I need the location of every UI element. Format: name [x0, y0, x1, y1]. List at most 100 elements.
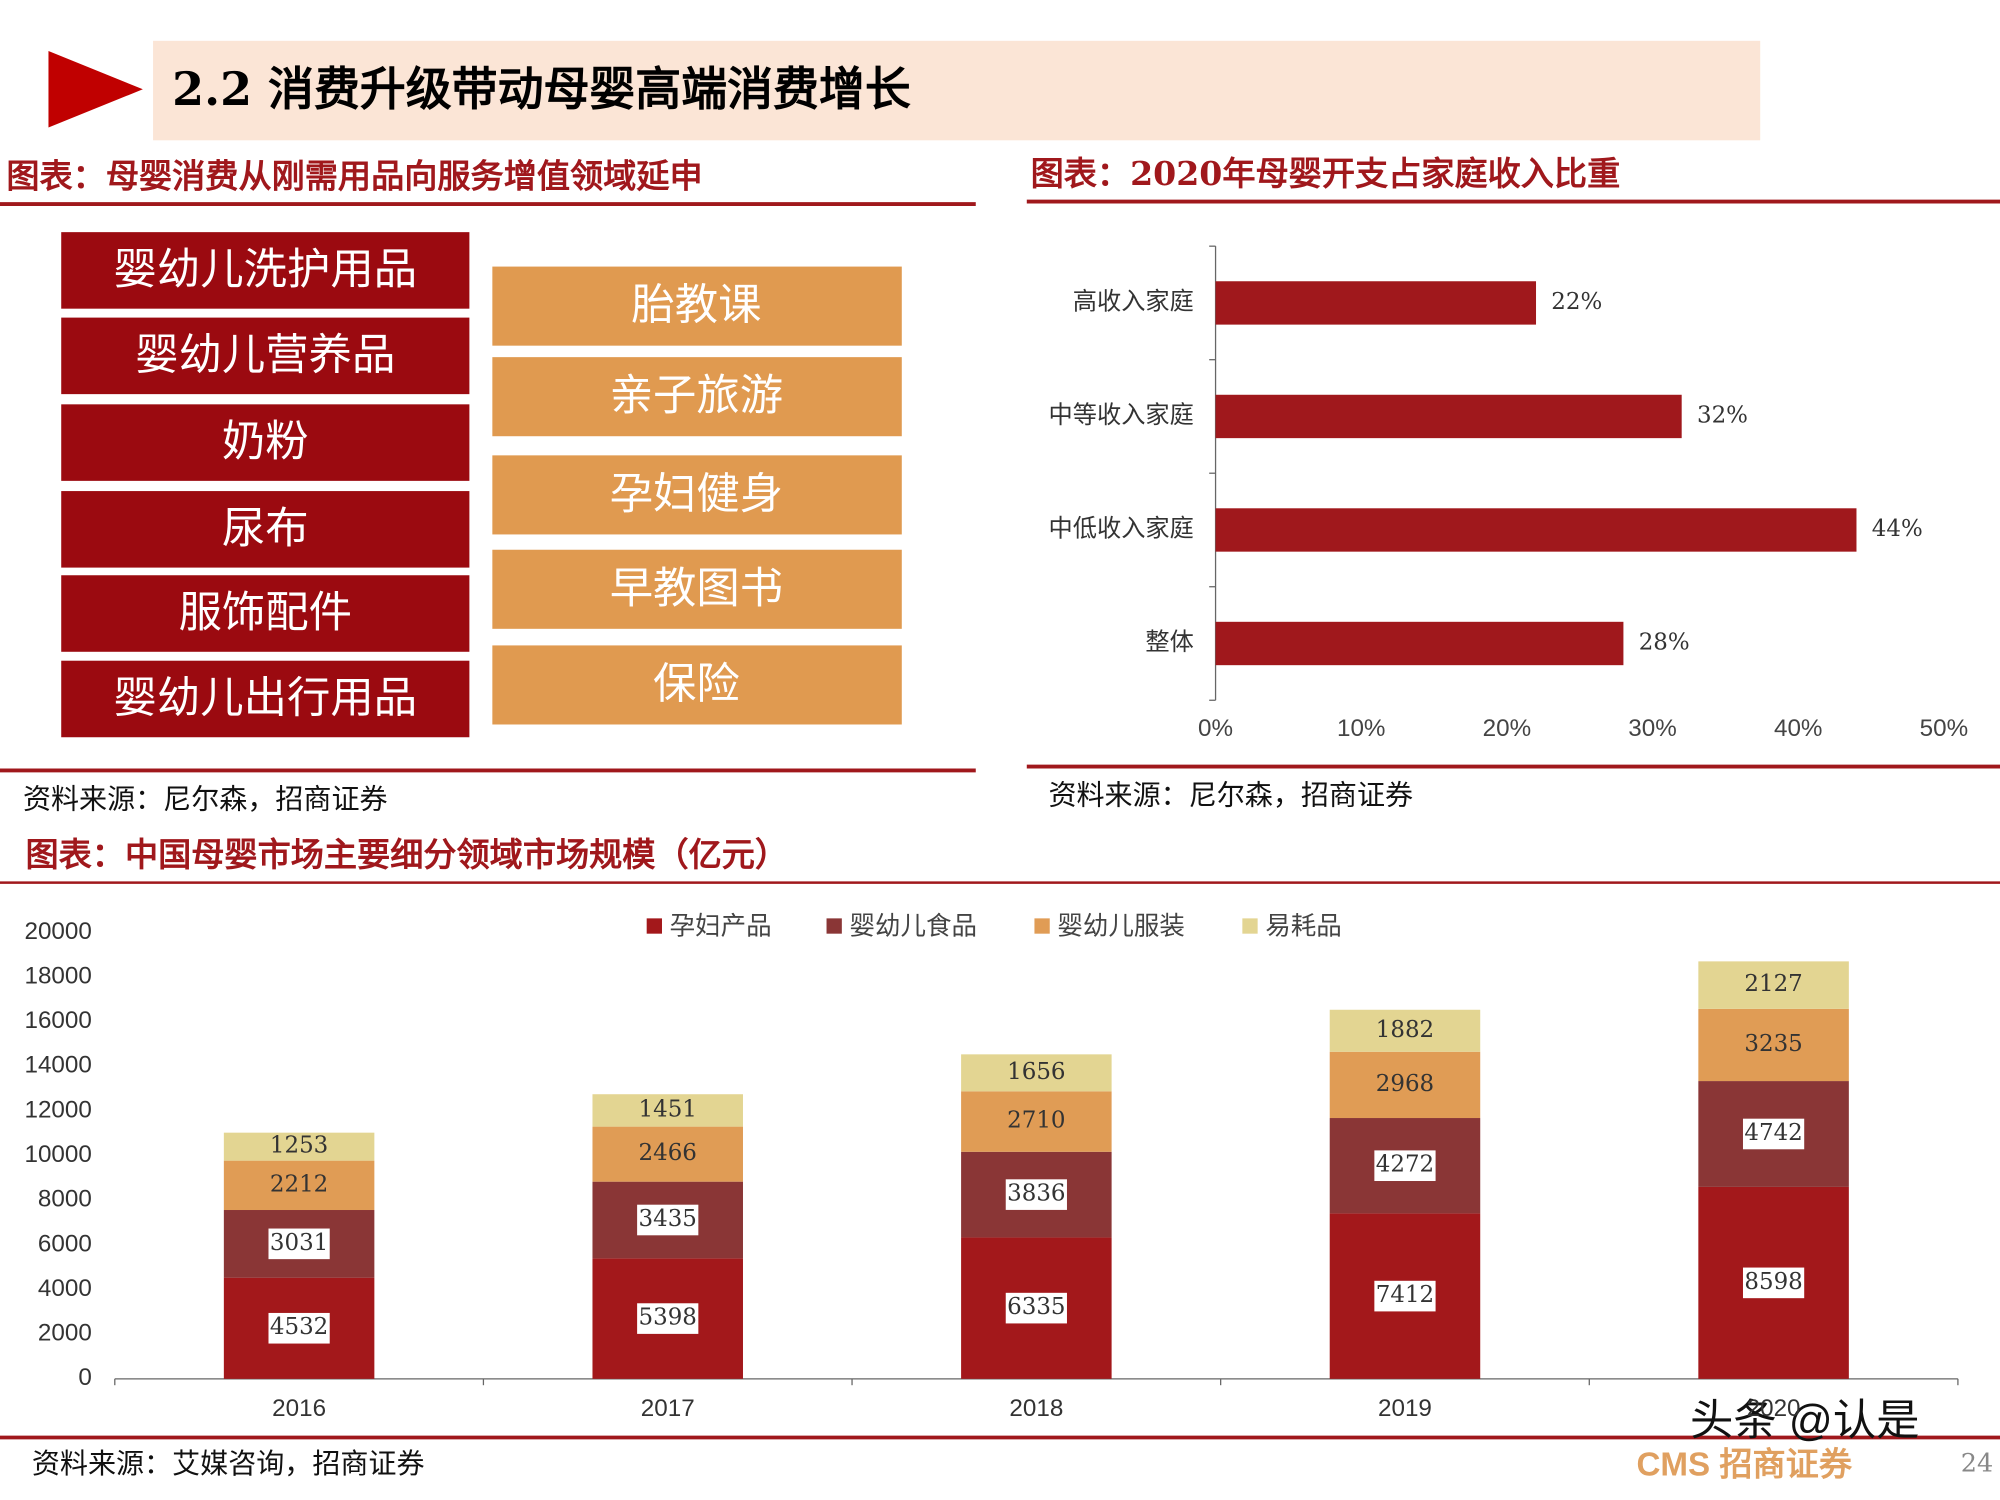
value-label: 2127: [1744, 971, 1802, 997]
value-label: 4532: [270, 1314, 328, 1340]
bar: [1215, 508, 1857, 552]
value-label: 1882: [1376, 1017, 1434, 1043]
bar-segment: [592, 1094, 743, 1127]
service-box: [492, 455, 902, 535]
value-label: 44%: [1872, 516, 1923, 542]
figure-title: 图表：母婴消费从刚需用品向服务增值领域延申: [6, 157, 702, 196]
value-label: 1451: [639, 1096, 697, 1122]
service-box: [492, 645, 902, 725]
source: 资料来源：尼尔森，招商证券: [23, 783, 388, 816]
title-band: [153, 40, 1761, 141]
legend-swatch: [1034, 918, 1050, 934]
label-box: [268, 1228, 330, 1260]
category-label: 高收入家庭: [1073, 288, 1194, 315]
watermark: 头条 @认是: [1690, 1397, 1920, 1445]
figure-title: 图表：2020年母婴开支占家庭收入比重: [1031, 154, 1621, 193]
y-tick-label: 12000: [24, 1096, 91, 1123]
value-label: 3031: [270, 1230, 328, 1256]
service-box: [492, 549, 902, 629]
slide-title: 2.2 消费升级带动母婴高端消费增长: [172, 62, 911, 116]
value-label: 6335: [1007, 1294, 1065, 1320]
bar: [1215, 281, 1537, 325]
x-tick-label: 2017: [641, 1395, 695, 1422]
category-label: 中等收入家庭: [1049, 402, 1194, 429]
label-box: [637, 1303, 699, 1334]
x-tick-label: 2019: [1378, 1395, 1432, 1422]
y-tick-label: 4000: [38, 1275, 92, 1302]
item-label: 尿布: [222, 504, 309, 554]
bar-segment: [1329, 1009, 1481, 1052]
service-label: 早教图书: [610, 564, 783, 614]
page-number: 24: [1961, 1448, 1993, 1478]
value-label: 3235: [1744, 1031, 1802, 1057]
x-tick-label: 2016: [272, 1395, 326, 1422]
service-label: 孕妇健身: [610, 469, 783, 519]
x-tick-label: 30%: [1628, 715, 1676, 742]
service-box: [492, 266, 902, 346]
bar-segment: [1698, 1008, 1849, 1082]
bar-segment: [961, 1091, 1112, 1152]
legend-swatch: [646, 918, 662, 934]
source: 资料来源：艾媒咨询，招商证券: [32, 1447, 425, 1480]
label-box: [1742, 1267, 1805, 1299]
label-box: [268, 1312, 330, 1344]
x-tick-label: 50%: [1920, 715, 1968, 742]
label-box: [1374, 1280, 1436, 1312]
value-label: 22%: [1551, 289, 1602, 315]
label-box: [1742, 1118, 1805, 1150]
x-tick-label: 20%: [1483, 715, 1531, 742]
item-label: 奶粉: [222, 417, 309, 467]
x-tick-label: 0%: [1198, 715, 1233, 742]
value-label: 3435: [639, 1206, 697, 1232]
item-box: [58, 488, 472, 571]
value-label: 1656: [1007, 1059, 1065, 1085]
title-arrow: [48, 51, 143, 128]
item-label: 婴幼儿营养品: [135, 330, 395, 380]
value-label: 2710: [1007, 1108, 1065, 1134]
value-label: 8598: [1744, 1269, 1802, 1295]
y-tick-label: 10000: [24, 1141, 91, 1168]
x-tick-label: 2020: [1747, 1395, 1801, 1422]
legend-label: 易耗品: [1265, 911, 1342, 941]
label-box: [637, 1204, 699, 1236]
value-label: 2968: [1376, 1071, 1434, 1097]
item-box: [58, 572, 472, 655]
service-label: 保险: [653, 659, 740, 709]
bar-segment: [961, 1054, 1112, 1092]
service-label: 亲子旅游: [610, 371, 783, 421]
label-box: [1374, 1150, 1436, 1182]
item-box: [58, 315, 472, 397]
legend-label: 婴幼儿食品: [849, 911, 977, 941]
bar: [1215, 394, 1682, 439]
value-label: 7412: [1376, 1282, 1434, 1308]
y-tick-label: 8000: [38, 1186, 92, 1213]
category-label: 中低收入家庭: [1049, 515, 1194, 542]
legend-swatch: [826, 918, 842, 934]
bar-segment: [1698, 961, 1849, 1009]
y-tick-label: 18000: [24, 962, 91, 989]
service-box: [492, 357, 902, 437]
y-tick-label: 14000: [24, 1052, 91, 1079]
value-label: 2212: [270, 1171, 328, 1197]
y-tick-label: 2000: [38, 1320, 92, 1347]
logo: CMS 招商证券: [1636, 1447, 1852, 1484]
item-box: [58, 229, 472, 312]
y-tick-label: 16000: [24, 1007, 91, 1034]
item-label: 婴幼儿洗护用品: [114, 245, 418, 295]
label-box: [1005, 1292, 1067, 1324]
value-label: 4272: [1376, 1152, 1434, 1178]
source: 资料来源：尼尔森，招商证券: [1048, 779, 1413, 812]
y-tick-label: 6000: [38, 1230, 92, 1257]
y-tick-label: 0: [78, 1364, 91, 1391]
x-tick-label: 2018: [1009, 1395, 1063, 1422]
bar-segment: [223, 1160, 375, 1211]
item-label: 婴幼儿出行用品: [114, 674, 418, 724]
item-label: 服饰配件: [179, 588, 352, 638]
value-label: 32%: [1697, 402, 1748, 428]
service-label: 胎教课: [631, 281, 761, 331]
x-tick-label: 10%: [1337, 715, 1385, 742]
value-label: 1253: [270, 1133, 328, 1159]
bar: [1215, 621, 1624, 666]
